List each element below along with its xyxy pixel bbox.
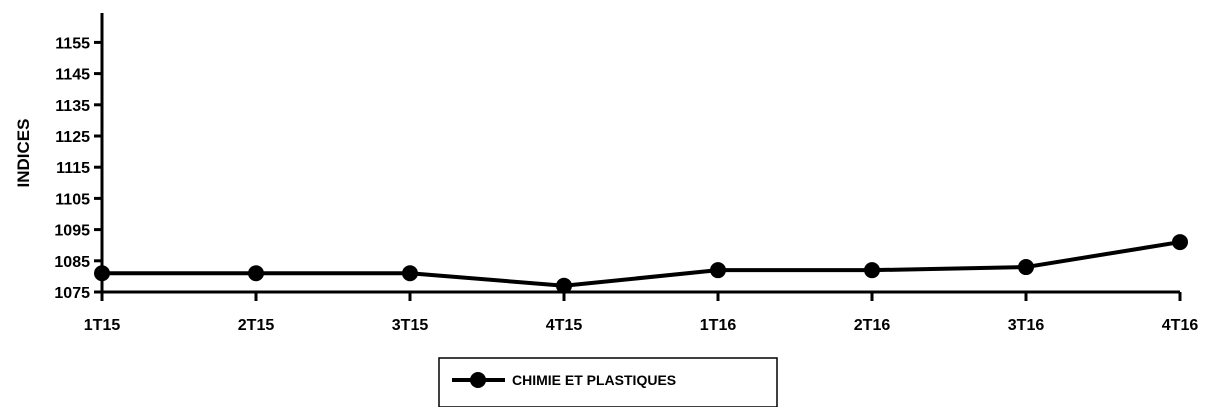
legend-label: CHIMIE ET PLASTIQUES [512,372,676,388]
y-tick-label: 1125 [55,129,90,146]
x-tick-label: 3T16 [1008,317,1045,334]
y-tick-label: 1145 [55,67,90,84]
y-axis: 1075 1085 1095 1105 1115 1125 1135 1145 1155 [54,13,104,302]
x-tick-label: 1T15 [84,317,121,334]
x-tick-label: 4T15 [546,317,583,334]
y-tick-label: 1085 [54,254,90,271]
x-tick-label: 2T15 [238,317,275,334]
x-axis: 1T15 2T15 3T15 4T15 1T16 2T16 3T16 4T16 [84,290,1199,334]
data-point [402,265,418,282]
legend-box [438,357,778,407]
y-axis-title: INDICES [14,119,33,188]
y-tick-label: 1095 [54,223,90,240]
y-tick-label: 1105 [55,191,90,208]
plot-area [94,234,1188,294]
data-point [1018,259,1034,276]
y-tick-label: 1155 [55,35,90,52]
data-point [1172,234,1188,251]
x-tick-group: 1T15 2T15 3T15 4T15 1T16 2T16 3T16 4T16 [84,292,1199,334]
x-tick-label: 1T16 [700,317,737,334]
legend: CHIMIE ET PLASTIQUES [438,357,778,407]
y-tick-label: 1115 [56,160,90,177]
data-point [556,277,572,294]
data-point [94,265,110,282]
x-tick-label: 3T15 [392,317,429,334]
y-tick-label: 1075 [54,285,90,302]
x-tick-label: 4T16 [1162,317,1199,334]
x-tick-label: 2T16 [854,317,891,334]
data-point [864,262,880,279]
data-point [710,262,726,279]
legend-marker [470,372,486,388]
data-point [248,265,264,282]
series-line [102,240,1181,288]
y-tick-label: 1135 [55,98,90,115]
y-tick-group: 1075 1085 1095 1105 1115 1125 1135 1145 1155 [54,35,102,302]
